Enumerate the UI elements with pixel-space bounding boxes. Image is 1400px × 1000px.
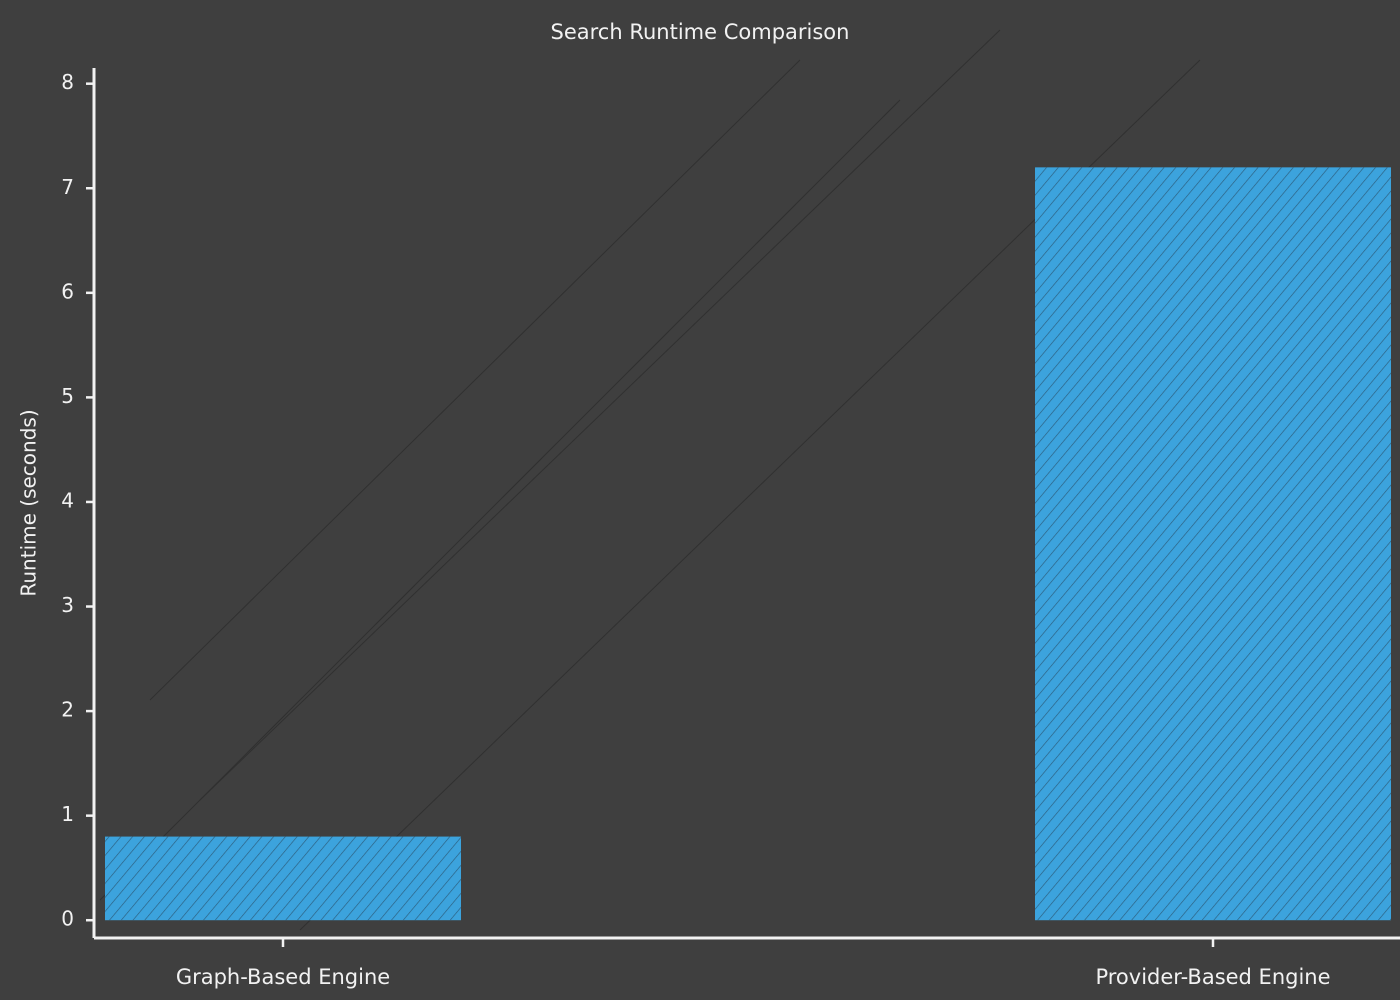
- sketch-lines: [99, 29, 1201, 931]
- x-tick-label: Provider-Based Engine: [1095, 965, 1330, 989]
- bar-hatch: [105, 836, 461, 921]
- y-tick-label: 8: [61, 70, 74, 94]
- bar-hatch: [1035, 167, 1391, 921]
- y-tick-label: 0: [61, 907, 74, 931]
- chart-title: Search Runtime Comparison: [551, 20, 850, 44]
- y-tick-label: 6: [61, 279, 74, 303]
- y-axis-label: Runtime (seconds): [17, 409, 41, 596]
- y-tick-label: 4: [61, 488, 74, 512]
- y-tick-label: 3: [61, 593, 74, 617]
- y-tick-label: 2: [61, 698, 74, 722]
- y-tick-label: 7: [61, 175, 74, 199]
- y-tick-label: 5: [61, 384, 74, 408]
- y-tick-label: 1: [61, 802, 74, 826]
- x-tick-label: Graph-Based Engine: [176, 965, 390, 989]
